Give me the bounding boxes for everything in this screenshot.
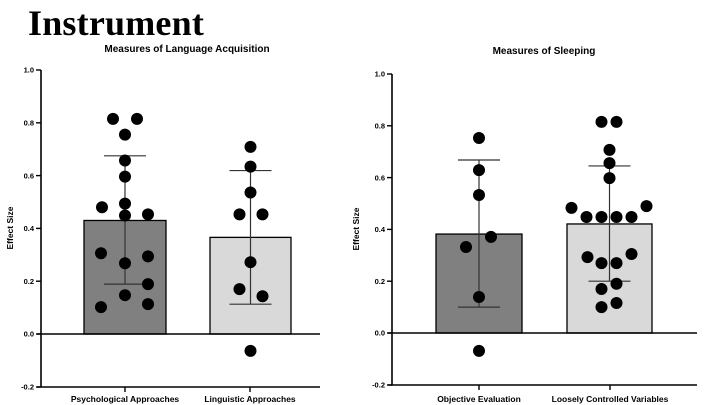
y-tick-label: -0.2 xyxy=(372,381,385,390)
data-point xyxy=(610,257,623,270)
data-point xyxy=(95,301,107,314)
data-point xyxy=(565,201,578,214)
data-point xyxy=(142,250,154,263)
data-point xyxy=(119,289,131,302)
data-point xyxy=(595,115,608,128)
x-category-label: Loosely Controlled Variables xyxy=(552,394,669,404)
data-point xyxy=(244,186,257,199)
data-point xyxy=(473,188,485,201)
y-tick-label: 0.2 xyxy=(375,277,385,286)
data-point xyxy=(610,210,623,223)
chart-sleeping: Measures of Sleeping Effect Size Objecti… xyxy=(351,46,697,404)
data-point xyxy=(119,170,131,183)
data-point xyxy=(244,344,257,357)
data-point xyxy=(119,257,131,270)
data-point xyxy=(603,157,616,170)
data-point xyxy=(244,140,257,153)
data-point xyxy=(256,290,269,303)
data-point xyxy=(107,112,119,125)
data-point xyxy=(595,282,608,295)
data-point xyxy=(460,241,472,254)
data-point xyxy=(142,298,154,311)
y-tick-label: -0.2 xyxy=(21,383,34,392)
data-point xyxy=(610,277,623,290)
data-point xyxy=(119,154,131,167)
chart-title: Measures of Language Acquisition xyxy=(104,44,269,55)
data-point xyxy=(610,115,623,128)
data-point xyxy=(119,128,131,141)
data-point xyxy=(256,208,269,221)
y-tick-label: 0.0 xyxy=(24,330,34,339)
y-axis-label: Effect Size xyxy=(351,207,361,250)
y-tick-label: 0.6 xyxy=(24,171,34,180)
y-tick-label: 1.0 xyxy=(375,70,385,79)
data-point xyxy=(595,257,608,270)
data-point xyxy=(580,210,593,223)
data-point xyxy=(595,210,608,223)
data-point xyxy=(625,248,638,261)
data-point xyxy=(95,247,107,260)
y-tick-label: 0.0 xyxy=(375,329,385,338)
data-point xyxy=(142,208,154,221)
data-point xyxy=(625,210,638,223)
page-title: Instrument xyxy=(28,3,205,43)
data-point xyxy=(603,172,616,185)
data-point xyxy=(96,201,108,214)
data-point xyxy=(473,131,485,144)
data-point xyxy=(142,278,154,291)
y-tick-label: 0.8 xyxy=(24,119,34,128)
y-tick-label: 0.4 xyxy=(24,224,35,233)
data-point xyxy=(581,251,594,264)
data-point xyxy=(131,112,143,125)
x-category-label: Objective Evaluation xyxy=(437,394,521,404)
data-point xyxy=(244,160,257,173)
chart-language-acquisition: Measures of Language Acquisition Effect … xyxy=(5,44,320,404)
y-tick-label: 1.0 xyxy=(24,66,34,75)
y-tick-label: 0.8 xyxy=(375,122,385,131)
y-tick-label: 0.4 xyxy=(375,225,386,234)
data-point xyxy=(473,164,485,177)
data-point xyxy=(119,197,131,210)
data-point xyxy=(595,301,608,314)
data-point xyxy=(473,344,485,357)
x-category-label: Psychological Approaches xyxy=(71,394,180,404)
data-point xyxy=(244,256,257,269)
x-category-label: Linguistic Approaches xyxy=(204,394,296,404)
y-axis-label: Effect Size xyxy=(5,206,15,249)
data-point xyxy=(640,200,653,213)
data-point xyxy=(485,230,497,243)
y-tick-label: 0.2 xyxy=(24,277,34,286)
data-point xyxy=(119,209,131,222)
data-point xyxy=(610,296,623,309)
data-point xyxy=(473,290,485,303)
data-point xyxy=(233,283,246,296)
data-point xyxy=(603,143,616,156)
chart-title: Measures of Sleeping xyxy=(493,46,596,57)
data-point xyxy=(233,208,246,221)
y-tick-label: 0.6 xyxy=(375,173,385,182)
